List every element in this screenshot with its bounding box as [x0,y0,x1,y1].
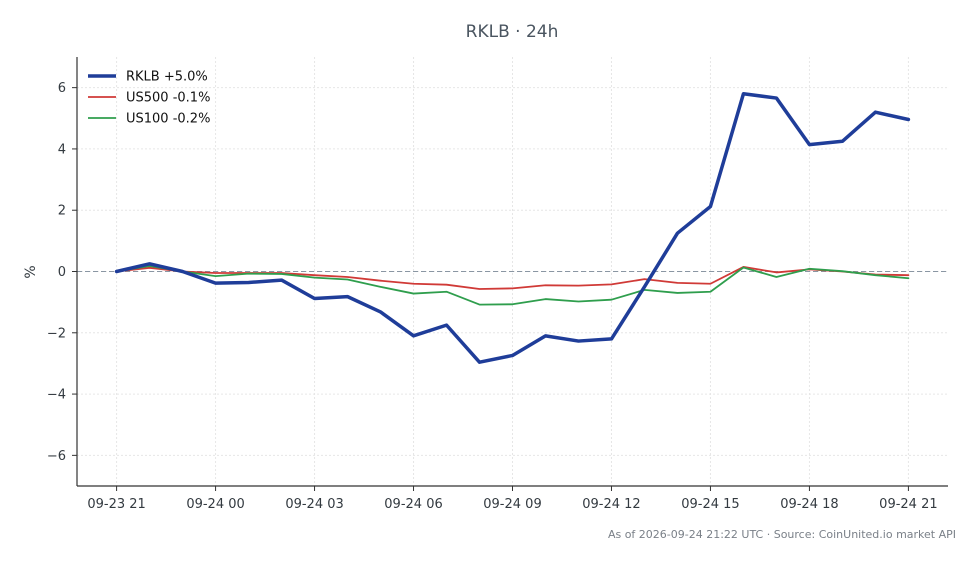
y-tick-label: 0 [58,265,66,280]
x-ticks: 09-23 21 09-24 00 09-24 03 09-24 06 09-24 09… [87,486,938,512]
x-tick-label: 09-24 21 [879,497,937,512]
series-line-2 [115,265,910,306]
y-tick-label: 2 [58,204,66,219]
y-tick-label: 6 [58,81,66,96]
legend-label: RKLB +5.0% [126,70,208,85]
x-tick-label: 09-24 06 [384,497,442,512]
y-tick-label: −6 [47,449,66,464]
x-tick-label: 09-24 00 [186,497,244,512]
y-axis-label: % [23,265,39,278]
x-tick-label: 09-24 15 [681,497,739,512]
x-tick-label: 09-24 18 [780,497,838,512]
source-footer: As of 2026-09-24 21:22 UTC · Source: Coi… [608,528,956,541]
legend-label: US100 -0.2% [126,112,210,127]
series-line-0 [114,92,911,364]
x-tick-label: 09-24 12 [582,497,640,512]
y-tick-label: 4 [58,142,66,157]
y-ticks: −6 −4 −2 0 2 4 6 [47,81,77,464]
legend-label: US500 -0.1% [126,91,210,106]
series-group [114,92,911,364]
chart-title: RKLB · 24h [466,22,559,42]
legend: RKLB +5.0% US500 -0.1% US100 -0.2% [88,70,210,127]
x-tick-label: 09-24 03 [285,497,343,512]
x-tick-label: 09-23 21 [87,497,145,512]
y-tick-label: −4 [47,388,66,403]
y-tick-label: −2 [47,326,66,341]
x-tick-label: 09-24 09 [483,497,541,512]
